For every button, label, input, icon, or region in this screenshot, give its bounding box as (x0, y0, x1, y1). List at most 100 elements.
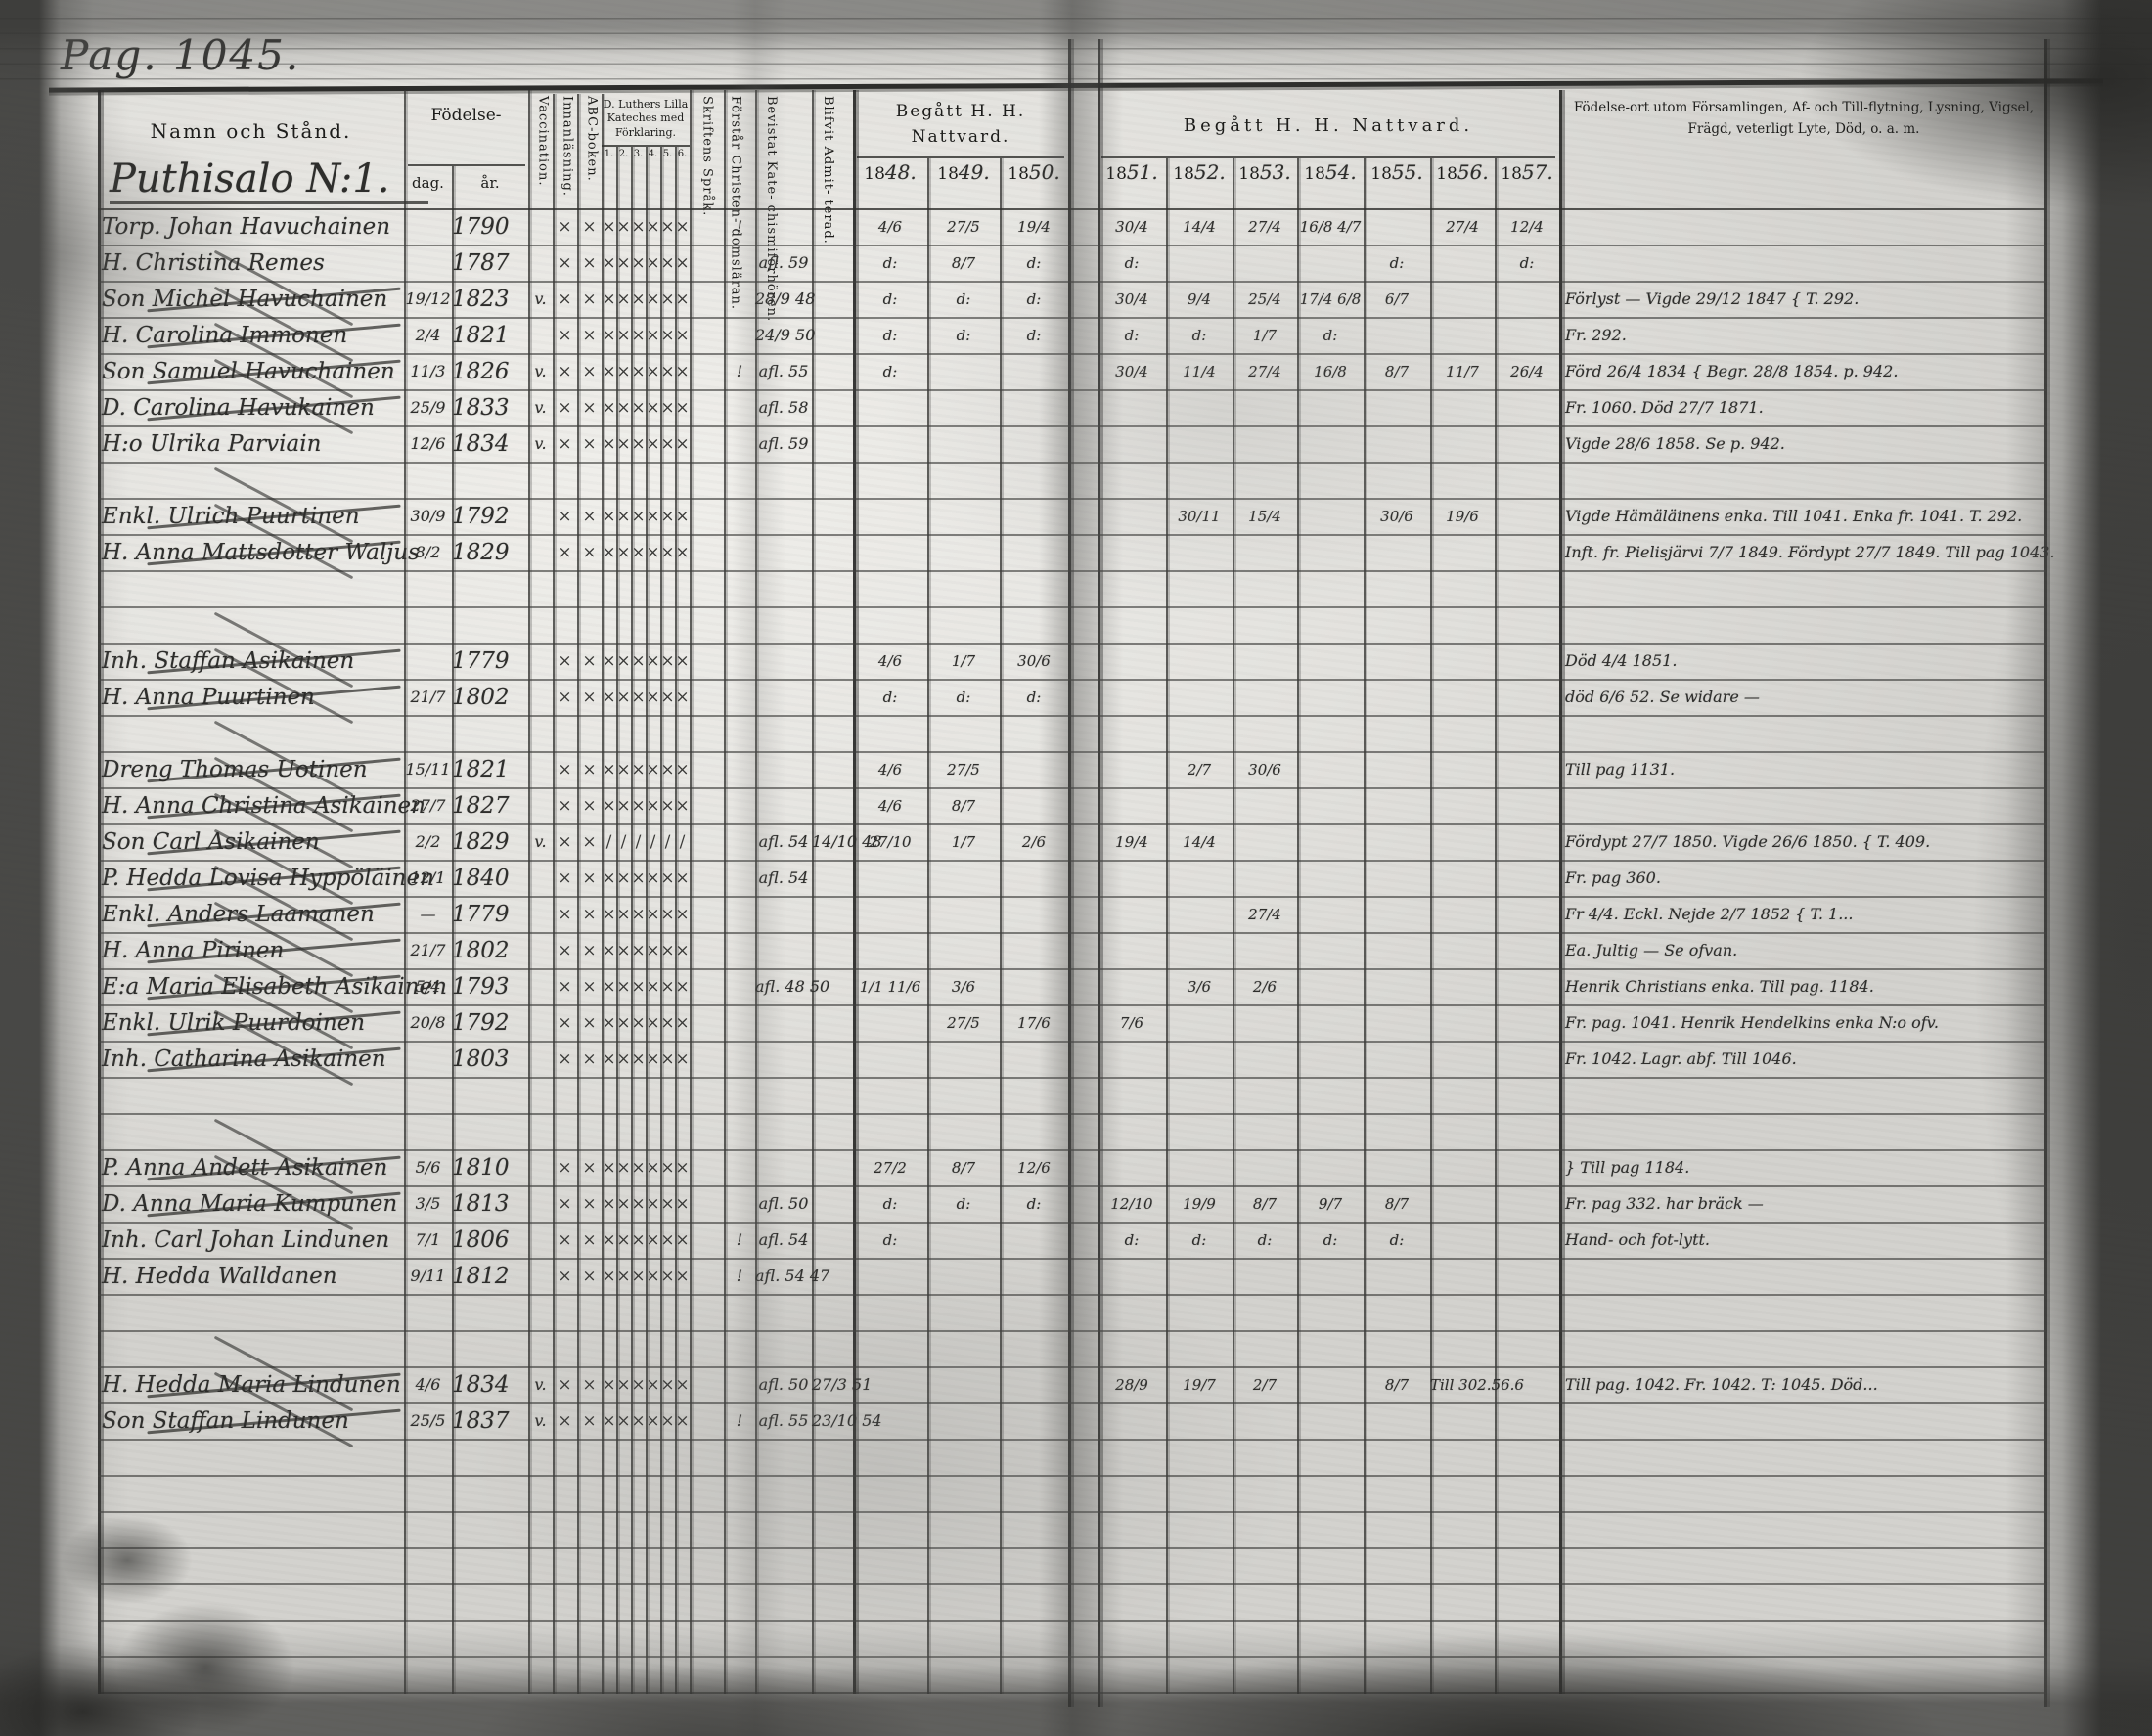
mark-cell: × (660, 1375, 675, 1395)
mark-cell: × (616, 868, 631, 888)
mark-cell: × (616, 326, 631, 345)
year-label: 1853. (1238, 160, 1291, 184)
cell-bevistat: 28/9 48 (755, 289, 816, 308)
ledger-row: Inh. Carl Johan Lindunen 7/1 1806 × × × × × × × ×!… (0, 1224, 2152, 1260)
mark-cell: × (646, 688, 660, 707)
cell-y49: 8/7 (951, 254, 976, 272)
mark-cell: × (558, 905, 572, 924)
cell-y48: 1/1 11/6 (859, 978, 921, 996)
mark-cell: × (675, 1194, 690, 1214)
mark-cell: × (616, 434, 631, 454)
cell-forstar: ! (736, 217, 743, 236)
mark-cell: × (602, 651, 616, 671)
cell-y51: 7/6 (1119, 1014, 1144, 1032)
mark-cell: × (631, 651, 646, 671)
ledger-row: H. Anna Christina Asikainen27/71827×××××… (0, 756, 2152, 833)
mark-cell: × (660, 362, 675, 381)
cell-ar: 1827 (452, 793, 510, 819)
year-label: 1855. (1370, 160, 1423, 184)
mark-cell: × (631, 977, 646, 997)
cell-y48: d: (882, 290, 898, 308)
ledger-row: H. Hedda Maria Lindunen4/61834v.××××××××… (0, 1335, 2152, 1412)
kateches-col-number: 6. (677, 149, 688, 159)
cell-y54: 17/4 6/8 (1299, 290, 1362, 308)
mark-cell: × (616, 1411, 631, 1431)
mark-cell: × (616, 1267, 631, 1286)
mark-cell: × (602, 905, 616, 924)
mark-cell: × (582, 1049, 597, 1069)
mark-cell: × (660, 1158, 675, 1178)
cell-y53: 8/7 (1252, 1195, 1278, 1213)
cell-note: Fr. pag 332. har bräck — (1565, 1194, 1764, 1213)
mark-cell: × (582, 253, 597, 273)
mark-cell: × (631, 1230, 646, 1250)
cell-y56: 19/6 (1446, 508, 1479, 525)
cell-dag: 2/4 (415, 326, 441, 344)
mark-cell: × (660, 1267, 675, 1286)
cell-y48: 4/6 (877, 797, 903, 815)
cell-y50: 2/6 (1021, 833, 1047, 851)
mark-cell: × (675, 651, 690, 671)
cell-ar: 1829 (452, 829, 510, 855)
mark-cell: × (646, 651, 660, 671)
cell-ar: 1802 (452, 685, 510, 710)
cell-dag: 12/6 (410, 434, 446, 453)
mark-cell: × (558, 217, 572, 237)
kateches-col-number: 5. (662, 149, 673, 159)
mark-cell: × (582, 1194, 597, 1214)
mark-cell: × (660, 434, 675, 454)
mark-cell: × (631, 362, 646, 381)
mark-cell: × (558, 941, 572, 960)
cell-dag: 27/7 (410, 796, 446, 815)
mark-cell: × (660, 651, 675, 671)
mark-cell: × (646, 507, 660, 526)
cell-y55: d: (1389, 1231, 1405, 1249)
mark-cell: × (646, 253, 660, 273)
cell-y48: d: (882, 254, 898, 272)
mark-cell: × (582, 326, 597, 345)
mark-cell: × (582, 832, 597, 852)
mark-cell: × (616, 507, 631, 526)
mark-cell: × (675, 289, 690, 309)
cell-dag: 21/7 (410, 688, 446, 706)
cell-dag: 4/6 (415, 1375, 441, 1394)
header-nattvard-left: Begått H. H. Nattvard. (895, 102, 1026, 147)
cell-note: Fr. 1060. Död 27/7 1871. (1565, 398, 1764, 417)
mark-cell: × (675, 941, 690, 960)
cell-y56: Till 302.56.6 (1430, 1376, 1524, 1394)
mark-cell: × (675, 1267, 690, 1286)
mark-cell: × (675, 326, 690, 345)
cell-y50: d: (1026, 290, 1042, 308)
mark-cell: × (675, 905, 690, 924)
mark-cell: × (616, 398, 631, 418)
cell-y48: 27/10 (869, 833, 912, 851)
cell-ar: 1779 (452, 648, 510, 674)
mark-cell: × (646, 1230, 660, 1250)
cell-name: H:o Ulrika Parviain (102, 431, 322, 457)
cell-y53: 27/4 (1248, 363, 1281, 380)
mark-cell: × (602, 796, 616, 816)
kateches-col-number: 1. (604, 149, 614, 159)
mark-cell: × (631, 1049, 646, 1069)
cell-note: Till pag. 1042. Fr. 1042. T: 1045. Död..… (1565, 1375, 1878, 1394)
ledger-row: Dreng Thomas Uotinen 15/11 1821 × × × × × × × × 4/6… (0, 720, 2152, 797)
cell-note: Fr. pag. 1041. Henrik Hendelkins enka N:… (1565, 1013, 1939, 1032)
cell-ar: 1792 (452, 1010, 510, 1036)
mark-cell: × (675, 434, 690, 454)
cell-ar: 1834 (452, 1372, 510, 1398)
mark-cell: × (582, 398, 597, 418)
cell-bevistat: afl. 54 47 (755, 1267, 830, 1285)
ledger-row: H. Hedda Walldanen 9/11 1812 × × × × × × × ×! afl. … (0, 1260, 2152, 1296)
cell-note: Hand- och fot-lytt. (1565, 1230, 1711, 1249)
cell-note: Henrik Christians enka. Till pag. 1184. (1565, 977, 1874, 996)
cell-y48: d: (882, 1195, 898, 1213)
mark-cell: × (660, 760, 675, 779)
mark-cell: × (631, 941, 646, 960)
mark-cell: ∕ (635, 832, 642, 852)
mark-cell: × (602, 1411, 616, 1431)
mark-cell: × (602, 507, 616, 526)
mark-cell: × (582, 507, 597, 526)
cell-dag: 15/11 (405, 760, 451, 779)
mark-cell: × (631, 326, 646, 345)
mark-cell: × (616, 1013, 631, 1033)
